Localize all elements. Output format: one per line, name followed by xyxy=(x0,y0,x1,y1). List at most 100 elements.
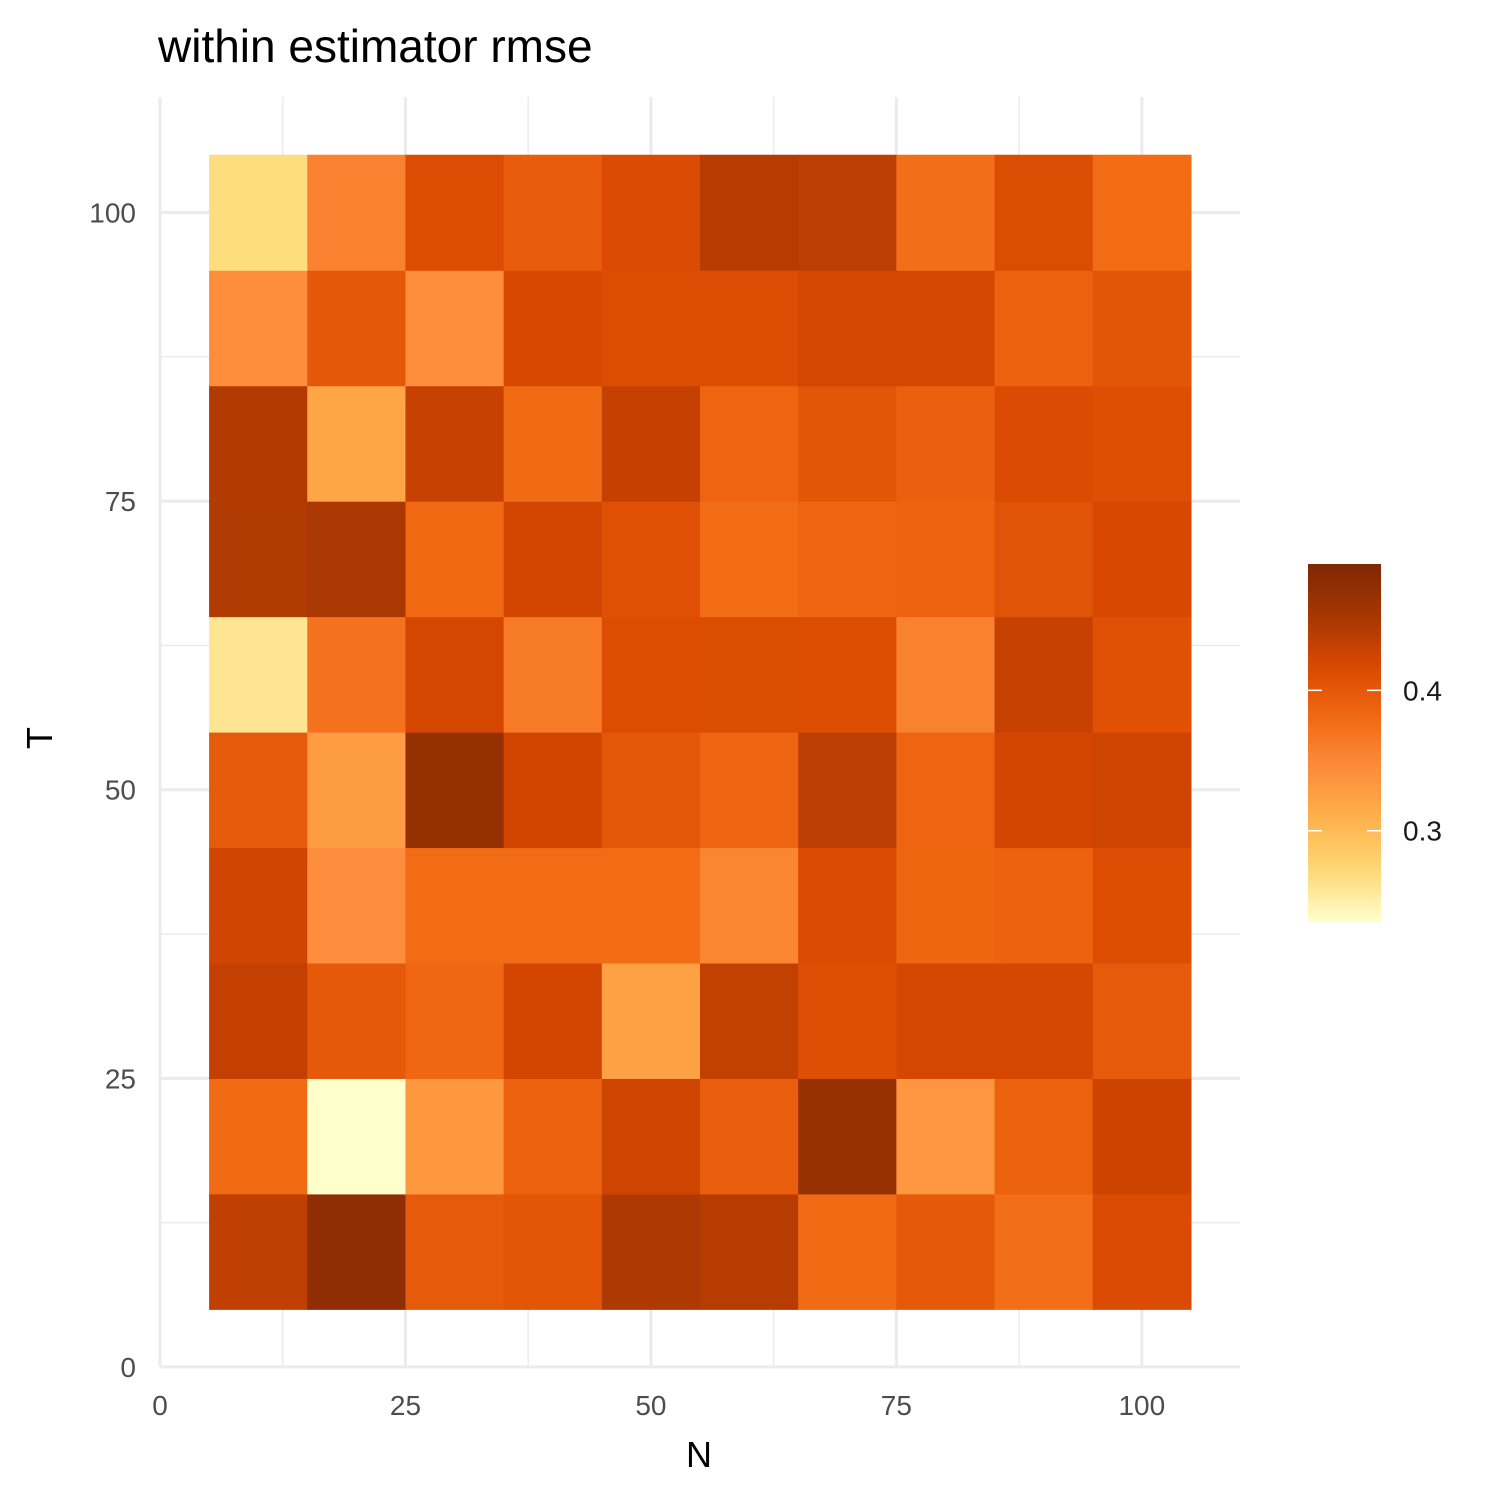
heatmap-tile xyxy=(503,501,603,618)
heatmap-tile xyxy=(601,1078,701,1195)
x-tick-label: 75 xyxy=(881,1390,912,1421)
heatmap-tile xyxy=(798,385,897,502)
heatmap-tile xyxy=(798,1193,897,1310)
heatmap-tile xyxy=(601,154,701,271)
heatmap-tile xyxy=(896,1193,996,1310)
heatmap-tile xyxy=(307,732,407,849)
heatmap-tile xyxy=(994,616,1094,733)
heatmap-tile xyxy=(601,616,701,733)
y-axis-ticks: 0 25 50 75 100 xyxy=(89,197,136,1383)
heatmap-tile xyxy=(601,1193,701,1310)
heatmap-tile xyxy=(798,154,897,271)
heatmap-tile xyxy=(307,385,407,502)
heatmap-tile xyxy=(209,962,308,1079)
heatmap-tile xyxy=(601,847,701,964)
heatmap-tile xyxy=(503,270,603,387)
heatmap-tile xyxy=(994,732,1094,849)
heatmap-tile xyxy=(601,270,701,387)
legend-break-label: 0.4 xyxy=(1403,675,1442,706)
heatmap-tile xyxy=(503,154,603,271)
heatmap-tile xyxy=(1092,616,1192,733)
heatmap-tile xyxy=(700,616,799,733)
heatmap-tile xyxy=(896,962,996,1079)
heatmap-tile xyxy=(896,385,996,502)
heatmap-tile xyxy=(994,154,1094,271)
x-tick-label: 0 xyxy=(152,1390,168,1421)
heatmap-tile xyxy=(798,1078,897,1195)
y-tick-label: 75 xyxy=(105,486,136,517)
heatmap-tile xyxy=(307,1078,407,1195)
y-tick-label: 25 xyxy=(105,1063,136,1094)
x-axis-ticks: 0 25 50 75 100 xyxy=(152,1390,1165,1421)
heatmap-tile xyxy=(209,616,308,733)
heatmap-tile xyxy=(1092,270,1192,387)
heatmap-tile xyxy=(798,847,897,964)
heatmap-tile xyxy=(307,270,407,387)
heatmap-tile xyxy=(896,270,996,387)
x-tick-label: 25 xyxy=(390,1390,421,1421)
heatmap-tile xyxy=(209,385,308,502)
heatmap-tile xyxy=(896,847,996,964)
heatmap-tile xyxy=(700,154,799,271)
heatmap-tile xyxy=(700,732,799,849)
heatmap-tile xyxy=(405,962,505,1079)
heatmap-tile xyxy=(307,501,407,618)
y-tick-label: 0 xyxy=(120,1352,136,1383)
heatmap-tile xyxy=(307,616,407,733)
x-tick-label: 100 xyxy=(1118,1390,1165,1421)
heatmap-tile xyxy=(1092,154,1192,271)
heatmap-tile xyxy=(503,1078,603,1195)
heatmap-tile xyxy=(798,962,897,1079)
heatmap-tile xyxy=(209,270,308,387)
heatmap-tile xyxy=(896,1078,996,1195)
heatmap-tile xyxy=(405,270,505,387)
heatmap-tile xyxy=(700,501,799,618)
heatmap-tile xyxy=(405,616,505,733)
heatmap-tile xyxy=(307,154,407,271)
heatmap-tile xyxy=(209,732,308,849)
heatmap-tile xyxy=(798,501,897,618)
heatmap-tile xyxy=(307,962,407,1079)
heatmap-tile xyxy=(307,847,407,964)
heatmap-tile xyxy=(1092,385,1192,502)
heatmap-tile xyxy=(1092,1193,1192,1310)
heatmap-tile xyxy=(503,847,603,964)
heatmap-tile xyxy=(994,501,1094,618)
heatmap-tile xyxy=(405,1078,505,1195)
y-tick-label: 50 xyxy=(105,775,136,806)
heatmap-tile xyxy=(405,154,505,271)
y-tick-label: 100 xyxy=(89,197,136,228)
heatmap-tile xyxy=(209,501,308,618)
heatmap-tile xyxy=(798,732,897,849)
heatmap-tile xyxy=(700,962,799,1079)
heatmap-tile xyxy=(700,1078,799,1195)
y-axis-title: T xyxy=(19,727,60,749)
heatmap-tile xyxy=(700,1193,799,1310)
heatmap-tile xyxy=(896,732,996,849)
heatmap-tile xyxy=(994,1078,1094,1195)
heatmap-tile xyxy=(503,616,603,733)
heatmap-tile xyxy=(1092,1078,1192,1195)
heatmap-tile xyxy=(405,1193,505,1310)
heatmap-tile xyxy=(700,847,799,964)
heatmap-tile xyxy=(405,501,505,618)
heatmap-tile xyxy=(503,385,603,502)
heatmap-tile xyxy=(601,501,701,618)
heatmap-tile xyxy=(405,847,505,964)
heatmap-tile xyxy=(700,270,799,387)
heatmap-tile xyxy=(209,154,308,271)
heatmap-tile xyxy=(994,385,1094,502)
heatmap-tiles xyxy=(209,154,1192,1310)
x-axis-title: N xyxy=(686,1434,712,1475)
heatmap-tile xyxy=(798,270,897,387)
heatmap-tile xyxy=(896,154,996,271)
heatmap-tile xyxy=(209,1193,308,1310)
heatmap-tile xyxy=(601,732,701,849)
heatmap-tile xyxy=(503,1193,603,1310)
heatmap-tile xyxy=(601,962,701,1079)
heatmap-tile xyxy=(896,616,996,733)
legend-break-label: 0.3 xyxy=(1403,816,1442,847)
heatmap-tile xyxy=(994,1193,1094,1310)
heatmap-tile xyxy=(503,732,603,849)
heatmap-tile xyxy=(896,501,996,618)
